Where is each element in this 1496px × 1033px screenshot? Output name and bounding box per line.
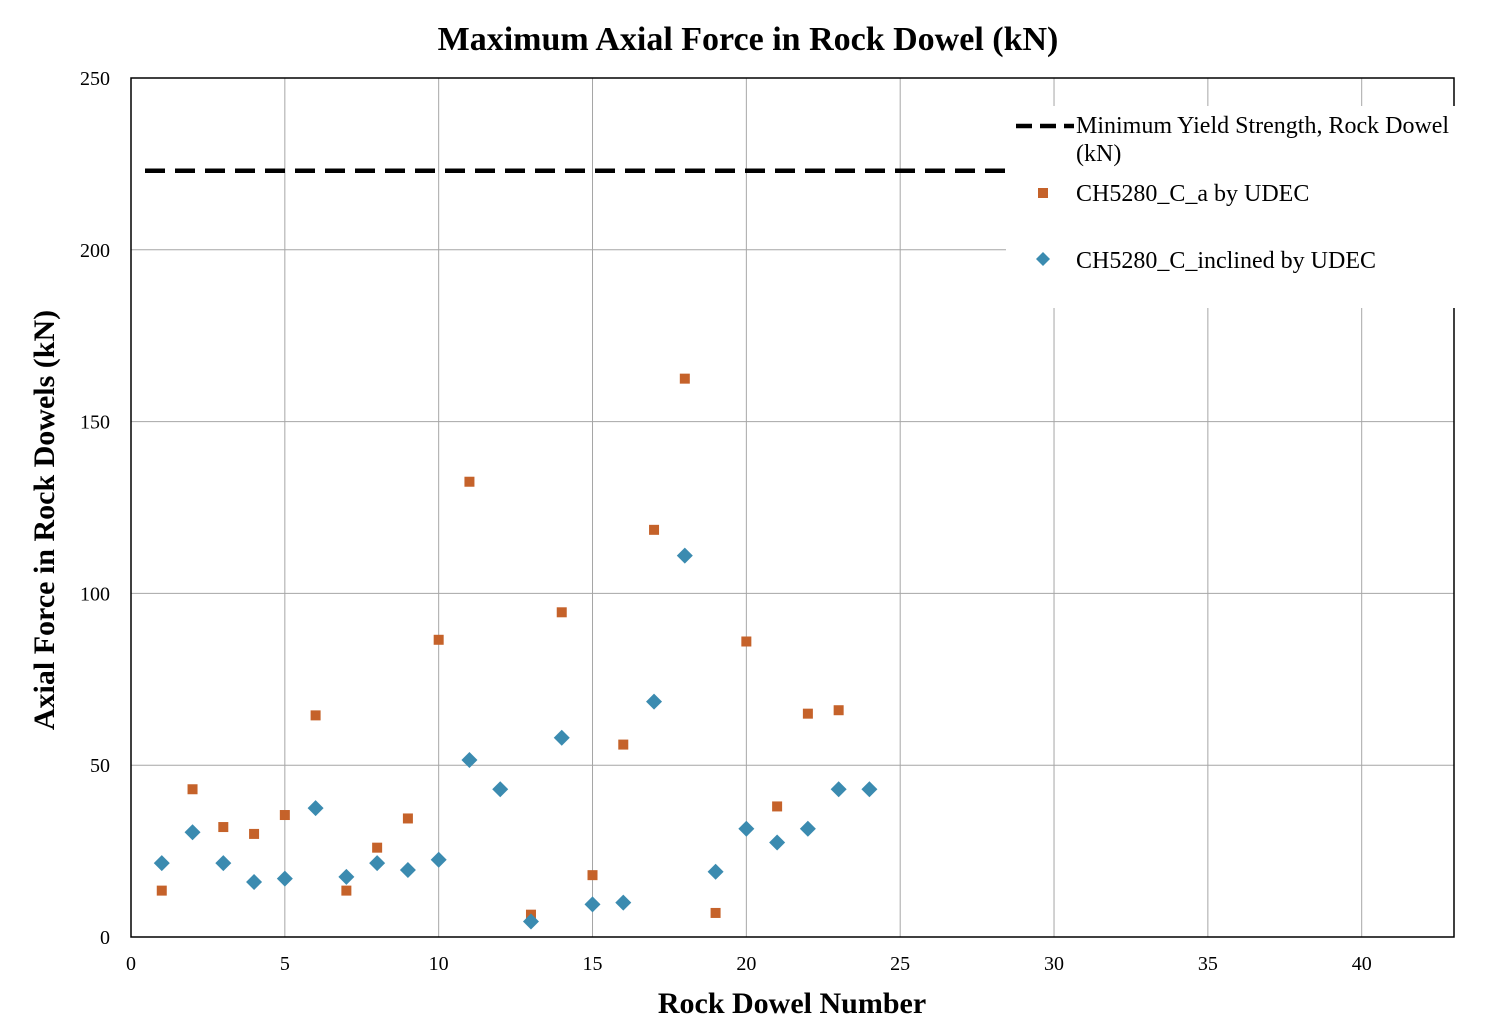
point-series-inclined <box>430 851 447 868</box>
data-points <box>153 373 878 930</box>
x-tick-label: 15 <box>583 953 603 975</box>
point-series-inclined <box>707 863 724 880</box>
y-tick-label: 50 <box>90 755 110 777</box>
chart-title: Maximum Axial Force in Rock Dowel (kN) <box>438 21 1059 58</box>
legend-reference-line-label: Minimum Yield Strength, Rock Dowel <box>1076 113 1449 139</box>
x-tick-label: 20 <box>736 953 756 975</box>
point-series-a <box>741 636 752 647</box>
y-tick-label: 200 <box>80 240 110 262</box>
point-series-a <box>156 885 167 896</box>
point-series-inclined <box>584 896 601 913</box>
x-tick-label: 40 <box>1352 953 1372 975</box>
legend-diamond-marker <box>1036 252 1050 266</box>
point-series-a <box>218 822 229 833</box>
point-series-inclined <box>461 752 478 769</box>
point-series-a <box>618 739 629 750</box>
point-series-a <box>187 784 198 795</box>
x-axis-title: Rock Dowel Number <box>658 987 926 1020</box>
point-series-inclined <box>338 868 355 885</box>
legend-background <box>1006 106 1488 308</box>
point-series-a <box>802 708 813 719</box>
point-series-a <box>679 373 690 384</box>
point-series-a <box>249 828 260 839</box>
point-series-inclined <box>522 913 539 930</box>
point-series-a <box>772 801 783 812</box>
point-series-inclined <box>399 861 416 878</box>
point-series-a <box>310 710 321 721</box>
legend-square-marker <box>1038 188 1048 198</box>
y-tick-label: 150 <box>80 412 110 434</box>
x-tick-label: 0 <box>126 953 136 975</box>
y-tick-label: 250 <box>80 68 110 90</box>
point-series-inclined <box>646 693 663 710</box>
point-series-a <box>833 705 844 716</box>
y-tick-labels: 0 50 100 150 200 250 <box>80 68 110 949</box>
point-series-inclined <box>676 547 693 564</box>
legend-series-inclined-label: CH5280_C_inclined by UDEC <box>1076 248 1376 274</box>
point-series-inclined <box>492 781 509 798</box>
point-series-a <box>464 476 475 487</box>
point-series-a <box>710 907 721 918</box>
legend: Minimum Yield Strength, Rock Dowel (kN) … <box>1006 106 1488 308</box>
point-series-a <box>341 885 352 896</box>
legend-series-a-label: CH5280_C_a by UDEC <box>1076 181 1309 207</box>
point-series-inclined <box>769 834 786 851</box>
point-series-inclined <box>799 820 816 837</box>
x-tick-label: 5 <box>280 953 290 975</box>
x-tick-labels: 0 5 10 15 20 25 30 35 40 <box>126 953 1372 975</box>
point-series-a <box>556 607 567 618</box>
point-series-inclined <box>215 855 232 872</box>
x-tick-label: 25 <box>890 953 910 975</box>
point-series-a <box>433 634 444 645</box>
point-series-inclined <box>276 870 293 887</box>
y-axis-title: Axial Force in Rock Dowels (kN) <box>28 310 61 730</box>
point-series-a <box>372 842 383 853</box>
point-series-a <box>402 813 413 824</box>
point-series-inclined <box>553 729 570 746</box>
plot-area-border <box>130 77 1455 938</box>
point-series-inclined <box>830 781 847 798</box>
x-tick-label: 30 <box>1044 953 1064 975</box>
y-tick-label: 100 <box>80 583 110 605</box>
point-series-inclined <box>861 781 878 798</box>
point-series-a <box>587 870 598 881</box>
legend-reference-line-label-cont: (kN) <box>1076 141 1121 167</box>
point-series-a <box>279 810 290 821</box>
point-series-inclined <box>738 820 755 837</box>
x-tick-label: 35 <box>1198 953 1218 975</box>
point-series-inclined <box>184 824 201 841</box>
y-tick-label: 0 <box>100 927 110 949</box>
point-series-inclined <box>246 874 263 891</box>
point-series-inclined <box>369 855 386 872</box>
point-series-a <box>649 524 660 535</box>
x-tick-label: 10 <box>429 953 449 975</box>
point-series-inclined <box>307 800 324 817</box>
point-series-inclined <box>615 894 632 911</box>
point-series-inclined <box>153 855 170 872</box>
